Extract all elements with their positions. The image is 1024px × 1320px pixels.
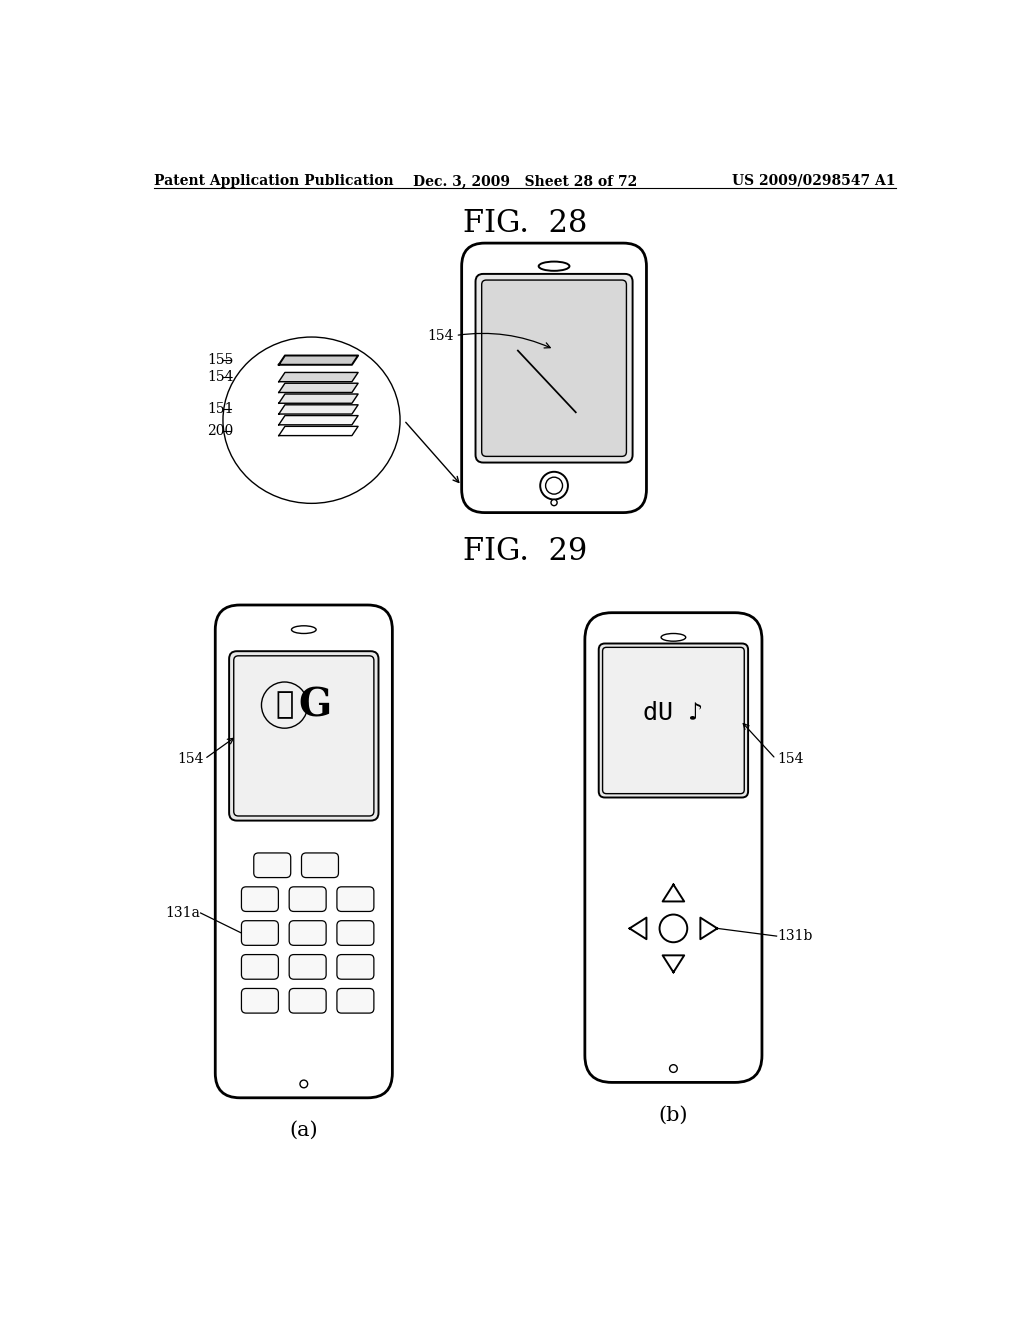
FancyBboxPatch shape xyxy=(475,275,633,462)
FancyBboxPatch shape xyxy=(289,887,326,911)
Circle shape xyxy=(541,471,568,499)
FancyBboxPatch shape xyxy=(585,612,762,1082)
FancyBboxPatch shape xyxy=(233,656,374,816)
Ellipse shape xyxy=(662,634,686,642)
Polygon shape xyxy=(279,355,358,364)
Text: Patent Application Publication: Patent Application Publication xyxy=(154,174,393,187)
Polygon shape xyxy=(700,917,717,940)
FancyBboxPatch shape xyxy=(337,989,374,1014)
Text: FIG.  29: FIG. 29 xyxy=(463,536,587,566)
Text: 151: 151 xyxy=(208,403,234,416)
Text: 131b: 131b xyxy=(777,929,813,942)
FancyBboxPatch shape xyxy=(242,921,279,945)
Text: Ⓛ: Ⓛ xyxy=(275,689,294,721)
Circle shape xyxy=(546,478,562,494)
Text: Dec. 3, 2009   Sheet 28 of 72: Dec. 3, 2009 Sheet 28 of 72 xyxy=(413,174,637,187)
FancyBboxPatch shape xyxy=(599,644,749,797)
Text: G: G xyxy=(299,686,332,725)
Text: 154: 154 xyxy=(427,329,454,342)
Text: 154: 154 xyxy=(777,752,804,766)
Polygon shape xyxy=(663,884,684,902)
FancyBboxPatch shape xyxy=(462,243,646,512)
Circle shape xyxy=(659,915,687,942)
Ellipse shape xyxy=(292,626,316,634)
Text: 131a: 131a xyxy=(165,906,200,920)
Circle shape xyxy=(300,1080,307,1088)
Circle shape xyxy=(670,1065,677,1072)
FancyBboxPatch shape xyxy=(337,921,374,945)
Text: dU ♪: dU ♪ xyxy=(643,701,703,725)
FancyBboxPatch shape xyxy=(337,887,374,911)
FancyBboxPatch shape xyxy=(254,853,291,878)
FancyBboxPatch shape xyxy=(242,989,279,1014)
Polygon shape xyxy=(279,383,358,392)
Ellipse shape xyxy=(223,337,400,503)
Circle shape xyxy=(551,499,557,506)
Text: 154: 154 xyxy=(208,370,234,384)
Polygon shape xyxy=(279,426,358,436)
Text: US 2009/0298547 A1: US 2009/0298547 A1 xyxy=(732,174,896,187)
Text: 200: 200 xyxy=(208,424,233,438)
FancyBboxPatch shape xyxy=(481,280,627,457)
FancyBboxPatch shape xyxy=(242,954,279,979)
Polygon shape xyxy=(279,395,358,404)
FancyBboxPatch shape xyxy=(289,921,326,945)
FancyBboxPatch shape xyxy=(242,887,279,911)
Text: (a): (a) xyxy=(290,1121,318,1140)
Polygon shape xyxy=(279,372,358,381)
Ellipse shape xyxy=(539,261,569,271)
Polygon shape xyxy=(663,956,684,973)
Polygon shape xyxy=(279,405,358,414)
FancyBboxPatch shape xyxy=(289,954,326,979)
Text: 154: 154 xyxy=(177,752,204,766)
Polygon shape xyxy=(279,416,358,425)
Text: (b): (b) xyxy=(658,1106,688,1125)
FancyBboxPatch shape xyxy=(602,647,744,793)
Text: FIG.  28: FIG. 28 xyxy=(463,209,587,239)
FancyBboxPatch shape xyxy=(301,853,339,878)
FancyBboxPatch shape xyxy=(289,989,326,1014)
Text: 155: 155 xyxy=(208,354,233,367)
FancyBboxPatch shape xyxy=(229,651,379,821)
FancyBboxPatch shape xyxy=(337,954,374,979)
Polygon shape xyxy=(630,917,646,940)
FancyBboxPatch shape xyxy=(215,605,392,1098)
